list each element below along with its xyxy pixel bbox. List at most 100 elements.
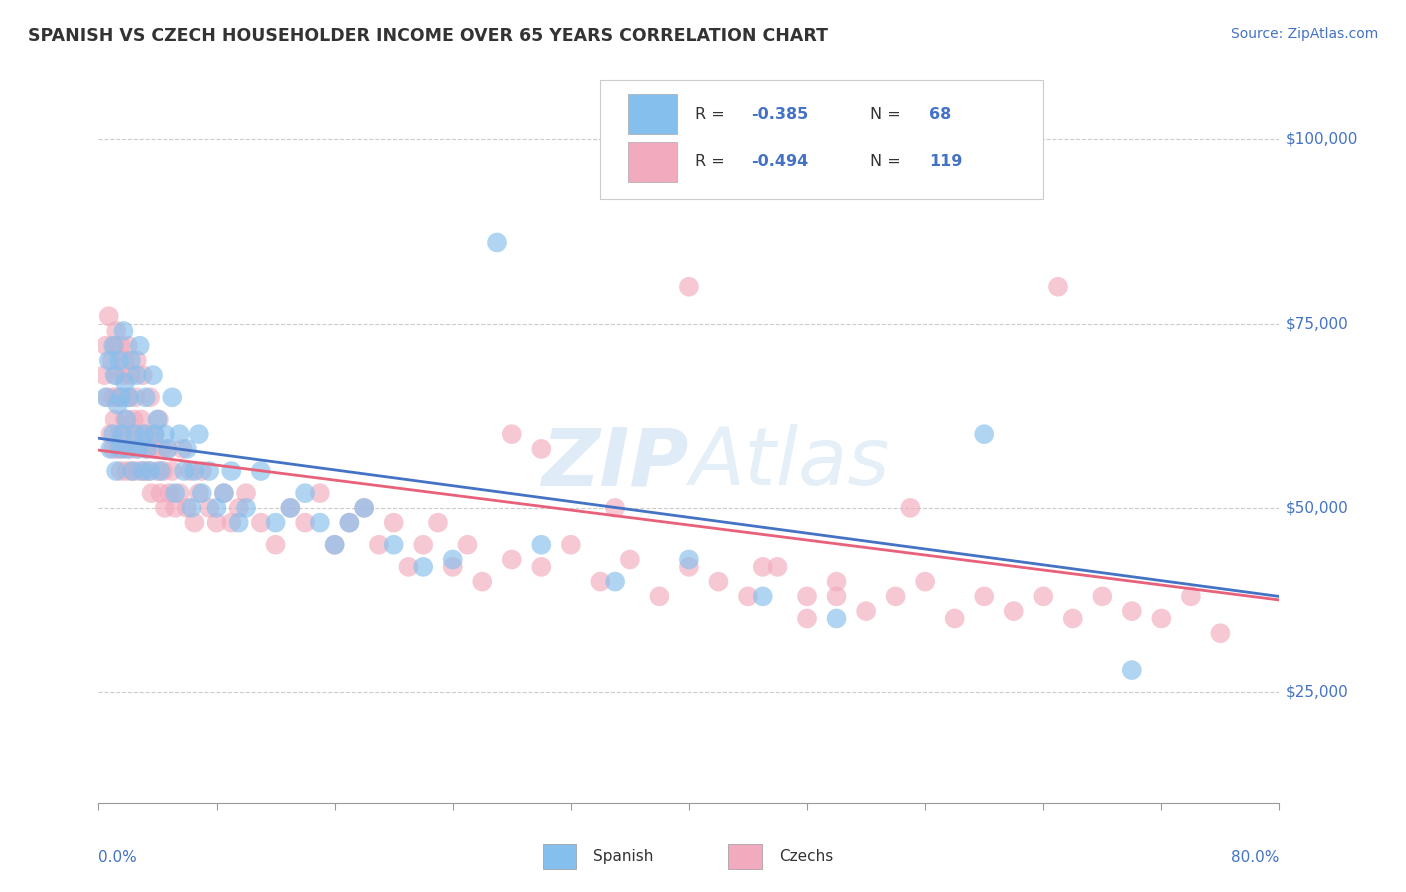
Text: SPANISH VS CZECH HOUSEHOLDER INCOME OVER 65 YEARS CORRELATION CHART: SPANISH VS CZECH HOUSEHOLDER INCOME OVER… [28,27,828,45]
Point [152,464,174,478]
Text: Source: ZipAtlas.com: Source: ZipAtlas.com [1230,27,1378,41]
Point [120,353,142,368]
Point [153,427,176,442]
Text: -0.494: -0.494 [752,154,808,169]
Point [121,464,143,478]
Point [124,442,146,456]
Point [169,427,191,442]
Point [678,552,700,566]
Point [93,368,115,383]
Point [855,604,877,618]
Text: Czechs: Czechs [779,849,834,863]
Text: $50,000: $50,000 [1285,500,1348,516]
Point [127,464,149,478]
Point [108,427,131,442]
Point [1150,611,1173,625]
Point [112,324,135,338]
Point [752,590,775,604]
Point [250,516,273,530]
Point [1209,626,1232,640]
Point [110,442,132,456]
Point [382,538,405,552]
Point [156,442,179,456]
Point [973,590,995,604]
Point [135,390,157,404]
Text: N =: N = [870,107,905,121]
Point [112,368,135,383]
Point [129,412,152,426]
FancyBboxPatch shape [600,80,1043,200]
Point [191,486,214,500]
Point [796,611,818,625]
Point [176,500,198,515]
Point [117,390,139,404]
Text: 68: 68 [929,107,950,121]
Point [427,516,450,530]
Text: 0.0%: 0.0% [98,850,138,864]
Point [124,427,146,442]
Text: Spanish: Spanish [593,849,654,863]
Point [471,574,494,589]
Text: $75,000: $75,000 [1285,316,1348,331]
Point [153,500,176,515]
Point [165,486,187,500]
Point [648,590,671,604]
Point [146,464,169,478]
Point [1032,590,1054,604]
Text: 80.0%: 80.0% [1232,850,1279,864]
Point [530,442,553,456]
Point [121,464,143,478]
Point [235,486,257,500]
Point [111,427,134,442]
Point [264,516,287,530]
Point [183,516,205,530]
Point [441,552,464,566]
Point [212,486,235,500]
Point [589,574,612,589]
Point [104,339,127,353]
Point [187,486,209,500]
Point [105,324,128,338]
Point [173,464,195,478]
Point [143,427,166,442]
Point [135,442,157,456]
Point [884,590,907,604]
Point [141,486,163,500]
Point [212,486,235,500]
Point [280,500,302,515]
Point [412,560,434,574]
Point [309,486,332,500]
Point [191,464,214,478]
Point [112,442,135,456]
Point [294,486,316,500]
Point [900,500,922,515]
Point [398,560,420,574]
Point [146,412,169,426]
Point [737,590,759,604]
Point [114,412,136,426]
Text: -0.385: -0.385 [752,107,808,121]
Point [172,442,194,456]
Point [94,390,117,404]
Point [104,368,127,383]
Point [943,611,966,625]
Point [125,368,148,383]
Point [162,390,183,404]
Point [294,516,316,530]
Point [94,339,117,353]
Point [605,574,627,589]
Point [619,552,641,566]
Point [221,464,243,478]
Point [149,464,172,478]
Point [115,464,138,478]
Point [205,500,228,515]
Point [486,235,509,250]
Point [825,611,848,625]
FancyBboxPatch shape [543,844,576,869]
Point [97,353,120,368]
Text: R =: R = [695,154,730,169]
Point [118,390,141,404]
Point [117,339,139,353]
Point [353,500,375,515]
Point [228,516,250,530]
